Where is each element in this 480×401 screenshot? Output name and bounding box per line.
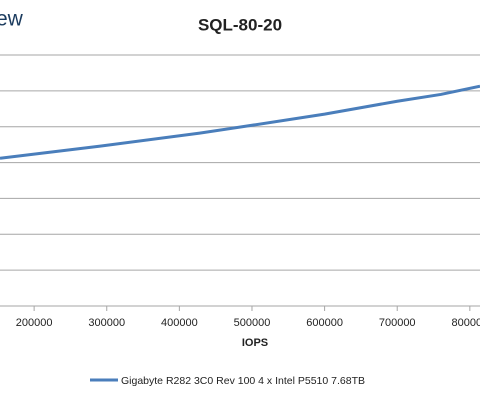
x-tick-label: 600000 — [306, 317, 343, 329]
chart-title: SQL-80-20 — [198, 15, 282, 34]
legend-label: Gigabyte R282 3C0 Rev 100 4 x Intel P551… — [121, 375, 365, 387]
x-tick-label: 800000 — [451, 317, 480, 329]
x-axis-label: IOPS — [242, 337, 268, 349]
data-line — [0, 84, 480, 160]
watermark: ew — [0, 8, 24, 31]
x-tick-label: 200000 — [16, 317, 53, 329]
x-tick-label: 400000 — [161, 317, 198, 329]
x-tick-label: 500000 — [234, 317, 271, 329]
legend: Gigabyte R282 3C0 Rev 100 4 x Intel P551… — [90, 375, 365, 387]
x-tick-label: 300000 — [88, 317, 125, 329]
x-tick-label: 700000 — [379, 317, 416, 329]
